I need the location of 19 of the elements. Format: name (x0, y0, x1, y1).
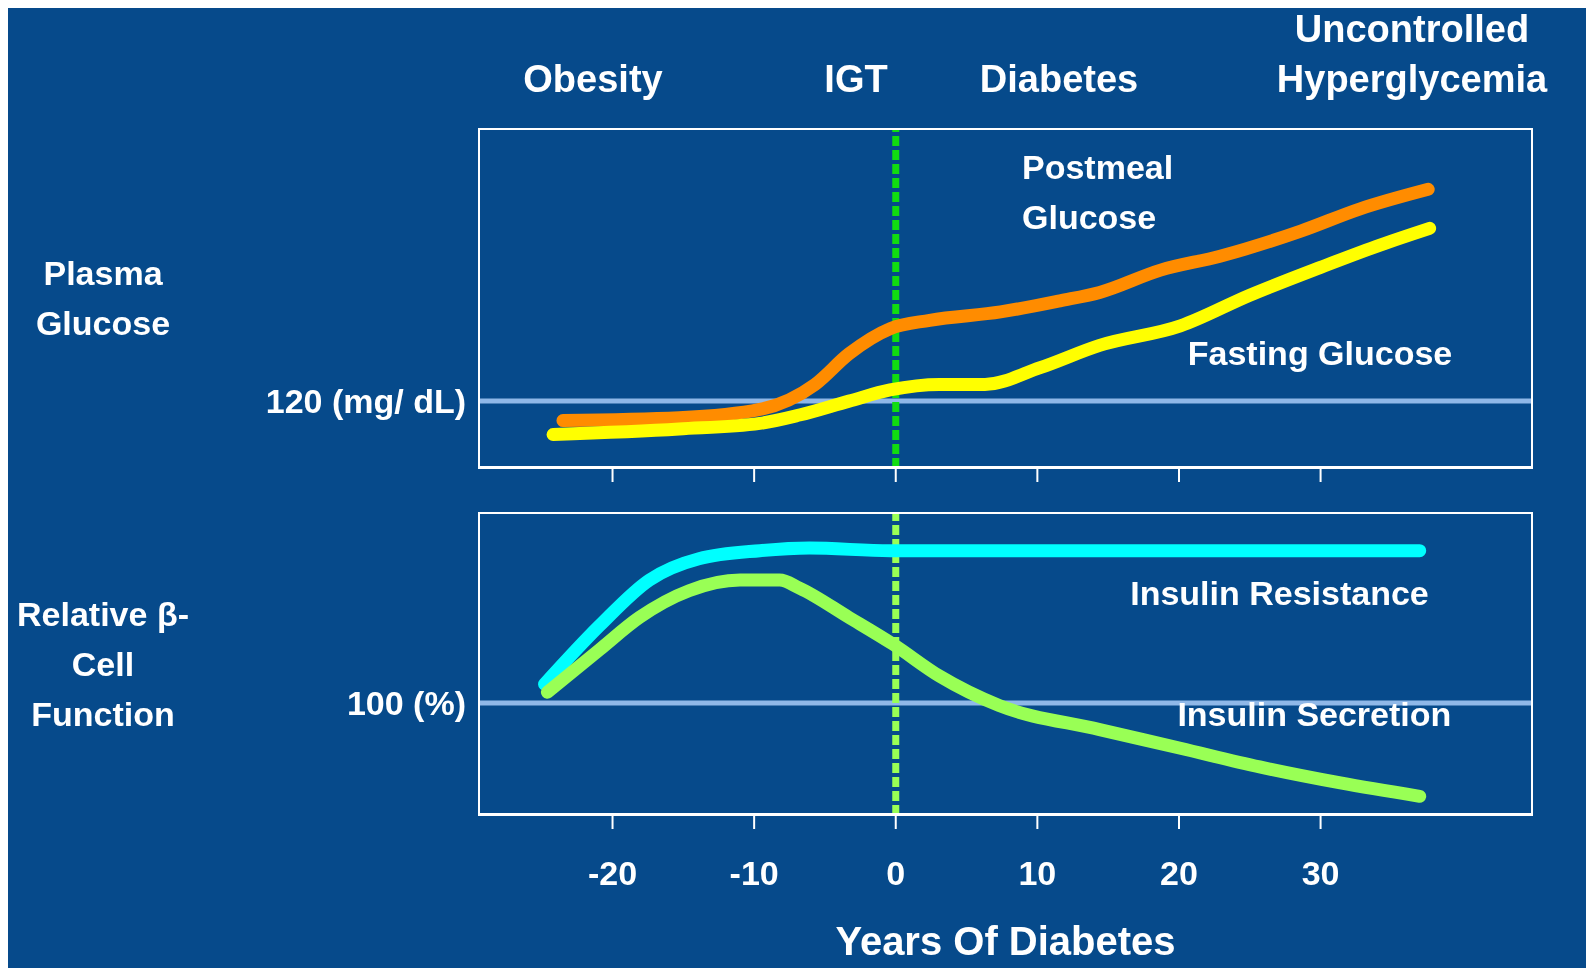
text: Diabetes (979, 57, 1139, 102)
text: Obesity (523, 57, 663, 102)
text: Uncontrolled Hyperglycemia (1275, 7, 1549, 102)
series-label: Fasting Glucose (1187, 334, 1453, 373)
x-tick-label: 20 (1160, 854, 1198, 893)
series-label: Insulin Resistance (1130, 573, 1429, 612)
text: IGT (824, 57, 888, 102)
x-tick-label: -20 (587, 854, 638, 893)
y-axis-title: Relative β-Cell Function (16, 593, 190, 735)
x-axis-title: Years Of Diabetes (835, 919, 1176, 963)
y-axis-title: Plasma Glucose (34, 253, 172, 344)
text: 100 (%) (346, 682, 466, 724)
series-label: Insulin Secretion (1177, 695, 1452, 734)
x-tick-label: -10 (729, 854, 779, 893)
x-tick-label: 10 (1018, 854, 1057, 893)
series-label: Postmeal Glucose (1022, 147, 1174, 236)
x-tick-label: 30 (1301, 854, 1340, 893)
ref-line-label: 120 (mg/ dL) (265, 382, 466, 421)
x-tick-label: 0 (886, 854, 906, 893)
